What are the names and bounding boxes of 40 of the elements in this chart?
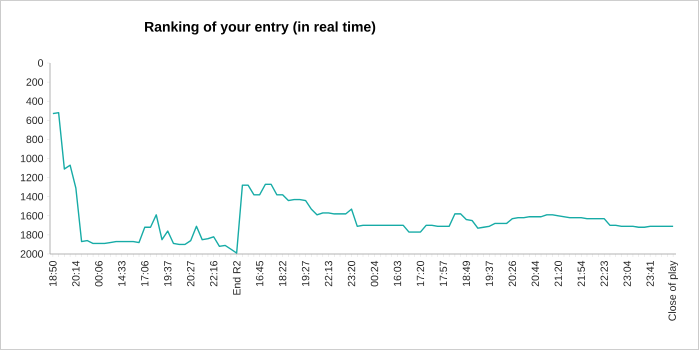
y-tick-label: 0 <box>38 59 44 67</box>
y-tick-label: 1200 <box>20 174 44 182</box>
y-tick-label: 200 <box>26 78 44 86</box>
y-tick-label: 800 <box>26 136 44 144</box>
y-tick-label: 1800 <box>20 231 44 239</box>
x-tick-label: 20:44 <box>532 260 540 286</box>
x-tick-label: Close of play <box>668 260 678 321</box>
x-tick-label: 22:13 <box>324 260 332 286</box>
x-tick-label: 23:20 <box>348 260 356 286</box>
x-tick-label: 19:37 <box>164 261 172 286</box>
x-tick-label: 16:45 <box>256 260 264 286</box>
y-tick-label: 2000 <box>20 250 44 258</box>
x-tick-label: 19:37 <box>486 261 494 286</box>
x-tick-label: 18:49 <box>462 261 470 286</box>
x-tick-label: 14:33 <box>118 260 126 286</box>
x-tick-label: 17:06 <box>141 260 148 286</box>
y-tick-label: 1600 <box>20 212 44 220</box>
x-tick-label: End R2 <box>232 261 241 295</box>
chart-title: Ranking of your entry (in real time) <box>145 21 376 35</box>
x-tick-label: 20:26 <box>508 260 516 286</box>
x-tick-label: 16:03 <box>394 260 402 286</box>
y-tick-label: 1000 <box>20 154 44 162</box>
x-tick-label: 21:20 <box>554 260 562 286</box>
x-tick-label: 00:24 <box>370 260 378 286</box>
x-tick-label: 17:20 <box>416 260 424 286</box>
x-tick-label: 23:41 <box>646 261 654 286</box>
x-tick-label: 19:27 <box>302 261 310 286</box>
y-tick-label: 600 <box>26 116 44 124</box>
x-tick-label: 18:22 <box>278 261 286 286</box>
x-tick-label: 21:54 <box>578 260 585 286</box>
x-tick-label: 18:50 <box>49 260 57 286</box>
x-tick-label: 17:57 <box>440 261 448 286</box>
x-tick-label: 23:04 <box>623 260 631 286</box>
x-tick-label: 20:27 <box>187 261 194 286</box>
y-tick-label: 400 <box>26 97 44 105</box>
x-tick-label: 20:14 <box>72 260 80 286</box>
x-tick-label: 22:16 <box>210 260 218 286</box>
x-tick-label: 00:06 <box>95 260 103 286</box>
x-tick-label: 22:23 <box>600 260 608 286</box>
y-tick-label: 1400 <box>20 192 44 200</box>
